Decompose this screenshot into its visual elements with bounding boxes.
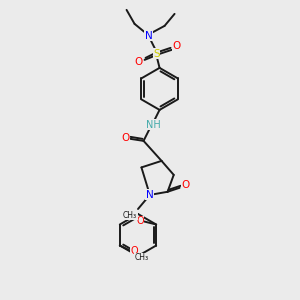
Text: O: O xyxy=(172,41,181,51)
Text: O: O xyxy=(130,247,138,256)
Text: O: O xyxy=(122,133,130,143)
Text: O: O xyxy=(134,57,143,67)
Text: O: O xyxy=(182,180,190,190)
Text: NH: NH xyxy=(146,120,161,130)
Text: S: S xyxy=(153,49,160,59)
Text: CH₃: CH₃ xyxy=(123,211,137,220)
Text: N: N xyxy=(146,190,154,200)
Text: O: O xyxy=(136,217,144,226)
Text: N: N xyxy=(145,31,152,41)
Text: CH₃: CH₃ xyxy=(135,253,149,262)
